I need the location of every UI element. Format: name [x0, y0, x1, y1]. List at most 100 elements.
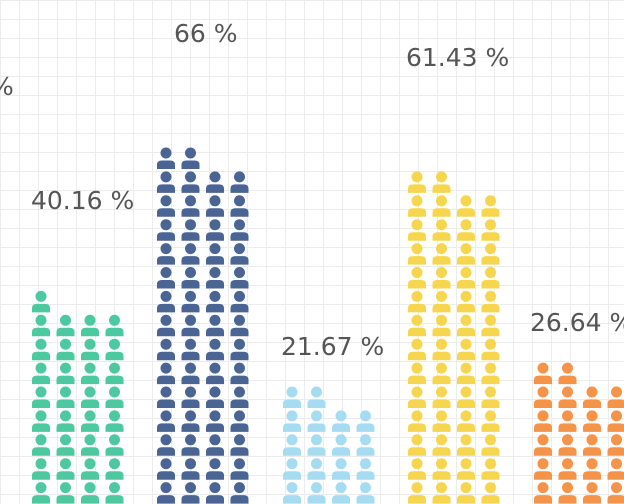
bar-4-person-icon-40 [408, 243, 426, 265]
bar-2-person-icon-15 [230, 410, 249, 432]
bar-2-person-icon-53 [181, 171, 200, 193]
bar-2-person-icon-25 [181, 338, 200, 361]
bar-1-person-icon-2 [81, 482, 99, 504]
bar-1-person-icon-22 [81, 362, 99, 385]
bar-2-person-icon-19 [230, 386, 249, 408]
bar-2-person-icon-33 [181, 290, 200, 313]
bar-1-value-label: 40.16 % [31, 186, 134, 215]
bar-4-person-icon-37 [432, 267, 451, 289]
bar-4-person-icon-32 [408, 290, 426, 313]
bar-3-person-icon-2 [332, 482, 350, 504]
bar-5-person-icon-14 [583, 410, 601, 432]
bar-5-person-icon-11 [607, 434, 624, 456]
bar-3-person-icon-3 [356, 482, 375, 504]
bar-2-person-icon-24 [157, 338, 175, 361]
bar-5-person-icon-13 [558, 410, 577, 432]
bar-4-person-icon-42 [457, 243, 475, 265]
bar-2-person-icon-8 [157, 434, 175, 456]
bar-1-person-icon-24 [32, 338, 50, 361]
bar-2-person-icon-21 [181, 362, 200, 385]
bar-5-person-icon-6 [583, 458, 601, 480]
bar-2-person-icon-39 [230, 267, 249, 289]
bar-4-person-icon-19 [481, 386, 500, 408]
bar-1-person-icon-3 [105, 482, 124, 504]
bar-2-person-icon-49 [181, 195, 200, 217]
bar-4-person-icon-44 [408, 219, 426, 241]
bar-1-person-icon-30 [81, 314, 99, 337]
bar-2-person-icon-3 [230, 482, 249, 504]
bar-3-value-label: 21.67 % [281, 332, 384, 361]
bar-1-person-icon-18 [81, 386, 99, 408]
bar-4-person-icon-52 [408, 171, 426, 193]
bar-3-person-icon-9 [307, 434, 326, 456]
bar-5-person-icon-19 [607, 386, 624, 408]
bar-5-person-icon-5 [558, 458, 577, 480]
bar-4-person-icon-3 [481, 482, 500, 504]
bar-2-person-icon-35 [230, 290, 249, 313]
bar-4-person-icon-1 [432, 482, 451, 504]
bar-5-person-icon-15 [607, 410, 624, 432]
bar-4-person-icon-35 [481, 290, 500, 313]
bar-4-person-icon-25 [432, 338, 451, 361]
bar-5-person-icon-7 [607, 458, 624, 480]
bar-5-person-icon-8 [534, 434, 552, 456]
bar-1-person-icon-23 [105, 362, 124, 385]
bar-2-person-icon-9 [181, 434, 200, 456]
bar-4-person-icon-53 [432, 171, 451, 193]
bar-2-person-icon-17 [181, 386, 200, 408]
bar-2-person-icon-29 [181, 314, 200, 337]
bar-2-person-icon-14 [206, 410, 224, 432]
bar-1-person-icon-16 [32, 386, 50, 408]
bar-2-person-icon-50 [206, 195, 224, 217]
bar-1-person-icon-20 [32, 362, 50, 385]
bar-1-person-icon-21 [56, 362, 75, 385]
bar-2-person-icon-20 [157, 362, 175, 385]
bar-4-person-icon-0 [408, 482, 426, 504]
bar-4-person-icon-8 [408, 434, 426, 456]
bar-4-person-icon-5 [432, 458, 451, 480]
bar-5-person-icon-20 [534, 362, 552, 385]
bar-5-person-icon-12 [534, 410, 552, 432]
bar-3-person-icon-11 [356, 434, 375, 456]
bar-2-person-icon-56 [157, 147, 175, 169]
bar-2-person-icon-38 [206, 267, 224, 289]
bar-2-person-icon-44 [157, 219, 175, 241]
bar-3-person-icon-6 [332, 458, 350, 480]
bar-4-person-icon-20 [408, 362, 426, 385]
bar-5-person-icon-9 [558, 434, 577, 456]
bar-1-person-icon-13 [56, 410, 75, 432]
bar-2-person-icon-10 [206, 434, 224, 456]
bar-3-person-icon-15 [356, 410, 375, 432]
bar-2-person-icon-12 [157, 410, 175, 432]
bar-2-person-icon-13 [181, 410, 200, 432]
bar-2-person-icon-37 [181, 267, 200, 289]
bar-4-person-icon-17 [432, 386, 451, 408]
bar-4-person-icon-39 [481, 267, 500, 289]
bar-1-person-icon-25 [56, 338, 75, 361]
bar-4-person-icon-22 [457, 362, 475, 385]
bar-4-person-icon-38 [457, 267, 475, 289]
bar-5-person-icon-0 [534, 482, 552, 504]
bar-5-person-icon-10 [583, 434, 601, 456]
bar-1-person-icon-31 [105, 314, 124, 337]
bar-2-person-icon-5 [181, 458, 200, 480]
bar-2-person-icon-2 [206, 482, 224, 504]
bar-1-person-icon-10 [81, 434, 99, 456]
bar-3-person-icon-7 [356, 458, 375, 480]
bar-1-person-icon-14 [81, 410, 99, 432]
bar-1-person-icon-9 [56, 434, 75, 456]
bar-2-person-icon-23 [230, 362, 249, 385]
bar-2-person-icon-54 [206, 171, 224, 193]
bar-4-person-icon-7 [481, 458, 500, 480]
bar-2-person-icon-11 [230, 434, 249, 456]
bar-3-person-icon-4 [283, 458, 301, 480]
bar-4-person-icon-28 [408, 314, 426, 337]
bar-4-person-icon-46 [457, 219, 475, 241]
bar-2-person-icon-47 [230, 219, 249, 241]
bar-5-person-icon-18 [583, 386, 601, 408]
bar-4-person-icon-47 [481, 219, 500, 241]
bar-4-person-icon-21 [432, 362, 451, 385]
bar-4-person-icon-15 [481, 410, 500, 432]
bar-1-person-icon-29 [56, 314, 75, 337]
